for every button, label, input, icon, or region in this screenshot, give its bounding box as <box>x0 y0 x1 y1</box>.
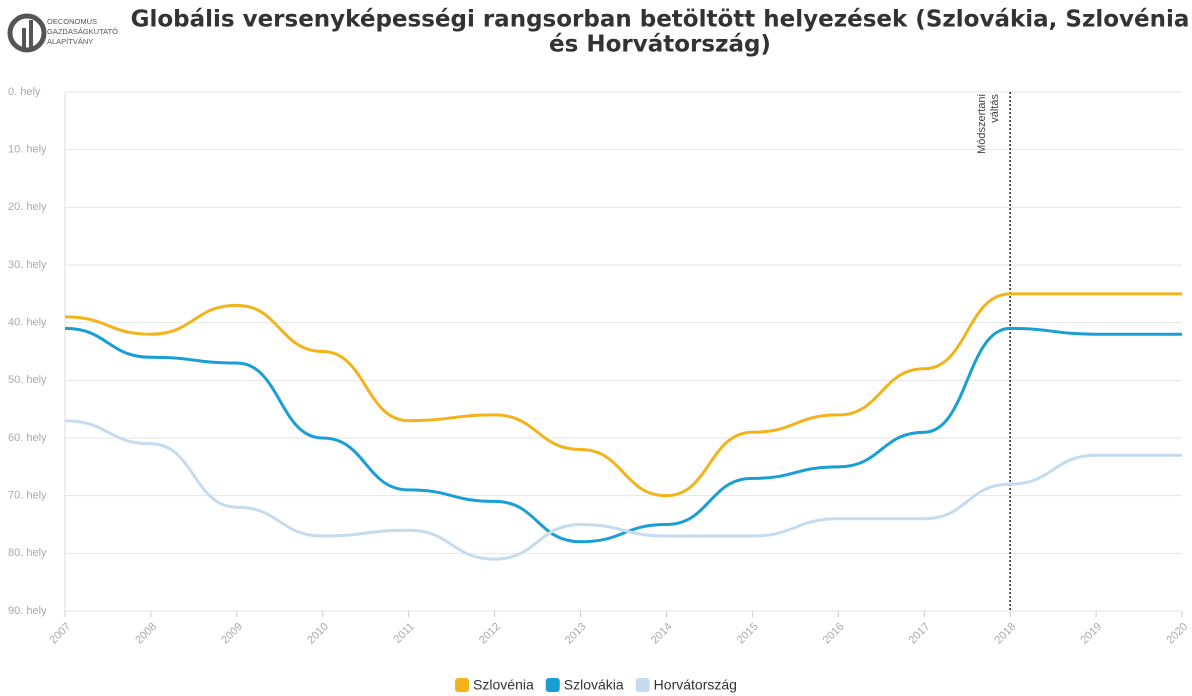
logo-text: ALAPÍTVÁNY <box>47 37 93 46</box>
legend-label: Horvátország <box>654 677 737 693</box>
x-tick-label: 2019 <box>1078 621 1104 647</box>
series-line <box>64 326 1182 544</box>
y-tick-label: 30. hely <box>8 259 47 271</box>
legend-swatch <box>455 678 470 692</box>
x-tick-label: 2020 <box>1164 621 1190 647</box>
x-tick-label: 2010 <box>305 621 331 647</box>
x-tick-label: 2009 <box>219 621 245 647</box>
x-tick-label: 2015 <box>735 621 761 647</box>
annotation-text: Módszertani <box>976 94 988 154</box>
legend: Szlovénia Szlovákia Horvátország <box>455 677 737 693</box>
chart-title: és Horvátország) <box>549 32 771 58</box>
x-tick-label: 2014 <box>649 621 675 647</box>
logo-bar <box>22 28 26 50</box>
legend-label: Szlovákia <box>564 677 624 693</box>
series-line <box>64 419 1182 561</box>
x-tick-label: 2012 <box>477 621 503 647</box>
y-tick-label: 40. hely <box>8 317 47 329</box>
x-tick-label: 2017 <box>907 621 933 647</box>
annotation-text: váltás <box>989 94 1001 123</box>
y-tick-label: 10. hely <box>8 144 47 156</box>
y-tick-label: 70. hely <box>8 490 47 502</box>
legend-label: Szlovénia <box>473 677 534 693</box>
legend-item: Szlovákia <box>545 677 624 693</box>
legend-swatch <box>545 678 560 692</box>
x-tick-label: 2016 <box>821 621 847 647</box>
y-tick-label: 90. hely <box>8 605 47 617</box>
logo-text: OECONOMUS <box>47 17 97 26</box>
y-tick-label: 20. hely <box>8 201 47 213</box>
x-tick-label: 2018 <box>993 621 1019 647</box>
legend-swatch <box>635 678 650 692</box>
y-tick-label: 60. hely <box>8 432 47 444</box>
legend-item: Szlovénia <box>455 677 534 693</box>
logo: OECONOMUS GAZDASÁGKUTATÓ ALAPÍTVÁNY <box>7 13 118 53</box>
y-tick-label: 50. hely <box>8 374 47 386</box>
series-line <box>64 292 1183 498</box>
y-tick-label: 0. hely <box>8 86 41 98</box>
legend-item: Horvátország <box>635 677 737 693</box>
logo-text: GAZDASÁGKUTATÓ <box>47 27 118 36</box>
x-tick-label: 2013 <box>563 621 589 647</box>
x-tick-label: 2011 <box>392 621 417 646</box>
chart-title: Globális versenyképességi rangsorban bet… <box>131 7 1190 33</box>
x-tick-label: 2008 <box>133 621 159 647</box>
logo-mark <box>7 13 47 53</box>
y-tick-label: 80. hely <box>8 547 47 559</box>
x-tick-label: 2007 <box>47 621 73 647</box>
logo-bar <box>29 20 33 50</box>
